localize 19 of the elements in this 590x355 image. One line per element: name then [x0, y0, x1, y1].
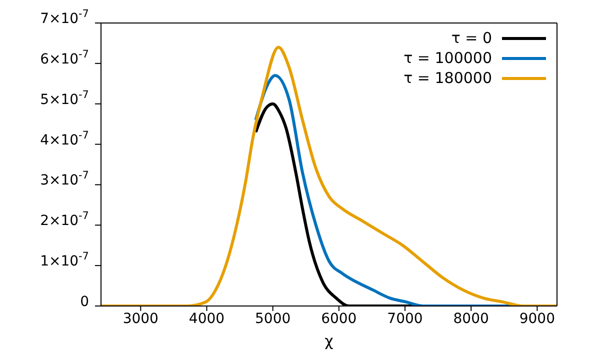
x-tick-label: 7000: [387, 310, 423, 327]
y-tick-label: 6×10$^{-7}$: [40, 48, 89, 68]
y-tick-label: 3×10$^{-7}$: [40, 170, 89, 189]
y-tick-label: 5×10$^{-7}$: [40, 88, 89, 108]
x-tick-label: 9000: [519, 310, 555, 327]
y-tick-label: 1×10$^{-7}$: [40, 250, 89, 270]
legend-label: τ = 180000: [404, 69, 492, 87]
x-tick-label: 4000: [188, 310, 225, 327]
y-tick-label: 4×10$^{-7}$: [40, 129, 89, 148]
legend-label: τ = 100000: [404, 49, 492, 67]
x-tick-label: 8000: [453, 310, 489, 327]
legend-label: τ = 0: [451, 29, 492, 47]
y-tick-label: 7×10$^{-7}$: [40, 8, 89, 27]
y-tick-label: 2×10$^{-7}$: [40, 210, 89, 230]
x-tick-label: 3000: [122, 310, 158, 327]
x-tick-label: 5000: [255, 310, 291, 327]
x-axis-title: χ: [324, 332, 334, 350]
x-tick-label: 6000: [321, 310, 357, 327]
y-tick-label: 0: [80, 294, 89, 310]
